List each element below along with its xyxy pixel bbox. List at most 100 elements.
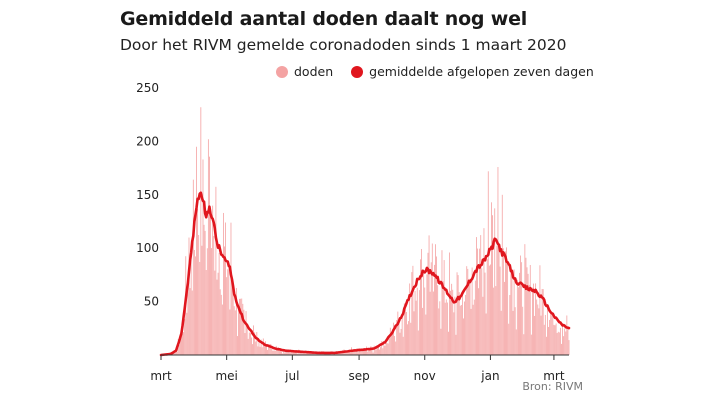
bar-deaths [406,312,407,355]
bar-deaths [486,259,488,355]
bar-deaths [487,171,489,355]
bar-deaths [421,248,422,355]
bar-deaths [379,349,380,355]
bar-deaths [485,313,487,355]
axes: 50 100 150 200 250 mrt mei jul sep nov jan mrt [136,81,569,383]
bar-deaths [513,269,515,355]
bar-deaths [362,349,364,355]
bar-deaths [519,272,520,355]
bar-deaths [415,300,417,355]
bar-deaths [500,310,502,355]
bar-deaths [564,328,566,355]
bar-deaths [539,265,541,355]
bar-deaths [477,248,478,355]
bar-deaths [502,248,504,355]
bar-deaths [469,278,471,355]
bar-deaths [211,248,212,355]
bar-deaths [338,352,340,355]
bar-deaths [237,336,238,355]
bar-deaths [267,349,268,355]
bar-deaths [229,309,231,355]
bar-deaths [387,343,389,355]
bar-deaths [238,307,239,355]
bar-deaths [199,261,201,355]
bar-deaths [504,281,505,355]
bar-deaths [191,290,193,355]
bar-deaths [224,246,225,355]
bar-deaths [464,301,465,355]
bar-deaths [266,344,267,355]
bar-deaths [360,348,362,355]
bar-deaths [261,347,263,355]
bar-deaths [458,292,460,355]
bar-deaths [474,280,476,355]
y-tick-label: 150 [136,188,159,202]
bar-deaths [262,338,264,355]
bar-deaths [253,325,254,355]
bar-deaths [516,279,518,355]
bar-deaths [392,334,393,355]
bar-deaths [268,347,270,355]
bar-deaths [390,331,392,355]
bar-deaths [364,349,365,355]
bar-deaths [444,302,446,355]
bar-deaths [384,345,386,355]
bar-deaths [361,348,363,355]
bar-deaths [556,333,558,355]
bar-deaths [431,243,433,355]
bar-deaths [380,347,382,355]
bar-deaths [189,288,191,355]
bar-deaths [181,333,182,355]
bar-deaths [557,331,559,355]
bar-deaths [247,338,249,355]
bar-deaths [483,228,485,355]
legend-swatch-line [351,65,364,78]
bar-deaths [529,264,531,355]
bar-deaths [515,329,517,355]
bar-deaths [417,330,419,355]
bar-deaths [233,306,235,355]
bar-deaths [479,248,481,355]
bar-deaths [514,307,516,355]
bar-deaths [342,352,344,355]
bar-deaths [350,352,351,355]
bar-deaths [548,326,549,355]
bar-deaths [470,308,472,355]
bar-deaths [203,224,205,355]
bar-deaths [430,262,432,355]
bar-deaths [445,299,447,355]
bar-deaths [535,283,537,355]
bar-deaths [525,257,527,355]
bar-deaths [443,260,445,355]
bar-deaths [366,346,368,355]
bar-deaths [403,303,405,355]
bar-deaths [471,267,473,355]
bar-deaths [231,283,233,355]
bar-deaths [235,287,237,355]
bar-deaths [359,350,361,355]
bar-deaths [490,264,491,355]
bar-deaths [258,342,260,355]
bar-deaths [551,311,553,355]
bar-deaths [307,352,308,355]
bar-deaths [200,107,202,355]
bar-deaths [285,350,287,355]
bar-deaths [271,348,273,355]
bar-deaths [533,283,534,355]
bar-deaths [526,267,528,355]
bar-deaths [408,321,410,355]
bar-deaths [202,159,204,355]
bar-deaths [276,348,278,355]
bar-deaths [522,306,524,355]
bar-deaths [308,352,309,355]
x-tick-label: mrt [543,369,565,383]
bar-deaths [275,345,277,355]
bar-deaths [536,299,538,355]
bar-deaths [230,222,232,355]
bar-deaths [454,296,456,355]
bar-deaths [402,336,404,355]
bar-deaths [327,353,329,355]
bar-deaths [555,323,557,355]
bar-deaths [457,275,459,355]
